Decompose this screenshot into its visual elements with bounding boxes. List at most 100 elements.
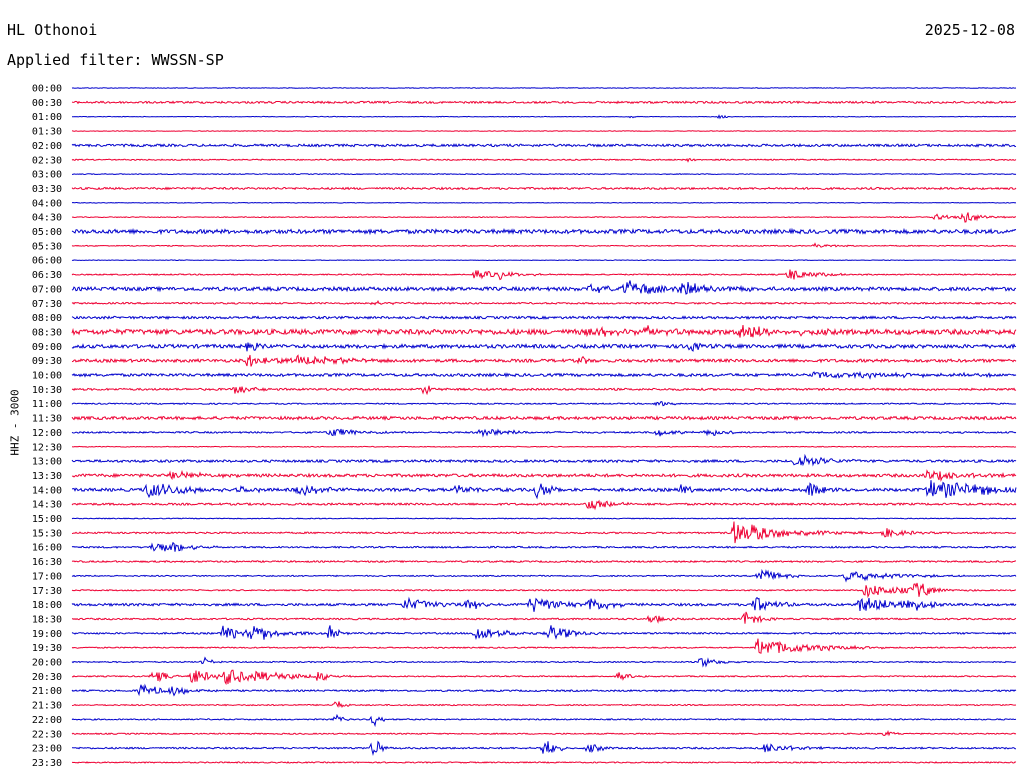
trace-row	[71, 582, 1016, 599]
row-label: 10:00	[32, 371, 62, 382]
trace-row	[71, 568, 1017, 583]
row-label: 02:30	[32, 155, 62, 166]
trace-row	[71, 669, 1017, 686]
trace-row	[71, 740, 1016, 756]
row-label: 05:30	[32, 241, 62, 252]
trace-row	[71, 559, 1017, 564]
trace-row	[71, 730, 1017, 737]
row-label: 01:00	[32, 112, 62, 123]
trace-row	[71, 761, 1017, 764]
row-label: 08:00	[32, 313, 62, 324]
row-label: 05:00	[32, 227, 62, 238]
row-label: 09:00	[32, 342, 62, 353]
row-label: 18:00	[32, 600, 62, 611]
trace-row	[71, 638, 1017, 654]
trace-row	[71, 656, 1017, 668]
trace-row	[71, 315, 1017, 320]
row-label: 17:00	[32, 571, 62, 582]
trace-row	[71, 521, 1017, 544]
trace-row	[71, 212, 1017, 223]
trace-row	[71, 130, 1017, 132]
row-label: 04:00	[32, 198, 62, 209]
trace-row	[71, 517, 1017, 520]
row-label: 12:00	[32, 428, 62, 439]
row-label: 07:30	[32, 299, 62, 310]
trace-row	[71, 541, 1017, 552]
row-label: 07:00	[32, 284, 62, 295]
row-label: 16:30	[32, 557, 62, 568]
row-label: 00:30	[32, 98, 62, 109]
row-label: 03:30	[32, 184, 62, 195]
row-label: 11:00	[32, 399, 62, 410]
trace-row	[71, 186, 1017, 191]
station-name: HL Othonoi	[7, 21, 98, 39]
trace-row	[71, 701, 1017, 709]
row-label: 06:00	[32, 256, 62, 267]
trace-row	[71, 100, 1016, 105]
row-label: 13:30	[32, 471, 62, 482]
row-label: 20:00	[32, 658, 62, 669]
row-label: 23:00	[32, 744, 62, 755]
trace-row	[71, 469, 1017, 483]
row-label: 22:00	[32, 715, 62, 726]
row-label: 20:30	[32, 672, 62, 683]
trace-row	[71, 143, 1017, 148]
row-label: 19:30	[32, 643, 62, 654]
trace-row	[71, 354, 1017, 367]
trace-row	[71, 325, 1017, 338]
trace-row	[71, 201, 1017, 204]
trace-row	[71, 625, 1017, 640]
trace-row	[71, 87, 1017, 89]
seismic-traces	[71, 87, 1017, 764]
trace-row	[71, 445, 1017, 448]
trace-row	[71, 259, 1016, 262]
applied-filter: Applied filter: WWSSN-SP	[7, 51, 224, 69]
trace-row	[71, 227, 1017, 236]
row-label: 22:30	[32, 729, 62, 740]
trace-row	[72, 173, 1017, 176]
row-label: 12:30	[32, 442, 62, 453]
row-label: 04:30	[32, 213, 62, 224]
trace-row	[71, 114, 1017, 120]
row-label: 23:30	[32, 758, 62, 769]
trace-row	[71, 242, 1017, 248]
trace-row	[71, 683, 1017, 697]
row-label: 14:30	[32, 500, 62, 511]
trace-row	[71, 299, 1017, 306]
row-label: 21:30	[32, 701, 62, 712]
row-label: 10:30	[32, 385, 62, 396]
row-label: 01:30	[32, 127, 62, 138]
row-label: 06:30	[32, 270, 62, 281]
row-label: 14:00	[32, 485, 62, 496]
row-label: 09:30	[32, 356, 62, 367]
trace-row	[71, 370, 1017, 380]
row-label: 21:00	[32, 686, 62, 697]
row-label: 19:00	[32, 629, 62, 640]
row-label: 11:30	[32, 414, 62, 425]
trace-row	[71, 385, 1017, 396]
recording-date: 2025-12-08	[924, 21, 1015, 39]
trace-row	[71, 596, 1017, 612]
row-label: 15:00	[32, 514, 62, 525]
row-time-labels: 00:00 00:30 01:00 01:30 02:00 02:30 03:00 03:30…	[32, 84, 62, 769]
row-label: 17:30	[32, 586, 62, 597]
row-label: 18:30	[32, 614, 62, 625]
trace-row	[71, 401, 1017, 407]
row-label: 03:00	[32, 170, 62, 181]
row-label: 13:00	[32, 457, 62, 468]
row-label: 15:30	[32, 528, 62, 539]
trace-row	[71, 342, 1017, 352]
trace-row	[71, 499, 1017, 511]
row-label: 00:00	[32, 84, 62, 95]
trace-row	[71, 713, 1017, 728]
row-label: 16:00	[32, 543, 62, 554]
trace-row	[71, 157, 1017, 163]
trace-row	[71, 453, 1017, 467]
trace-row	[71, 611, 1017, 624]
trace-row	[71, 480, 1017, 500]
trace-row	[71, 428, 1017, 438]
trace-row	[71, 280, 1017, 295]
trace-row	[71, 269, 1017, 281]
trace-row	[71, 415, 1017, 422]
